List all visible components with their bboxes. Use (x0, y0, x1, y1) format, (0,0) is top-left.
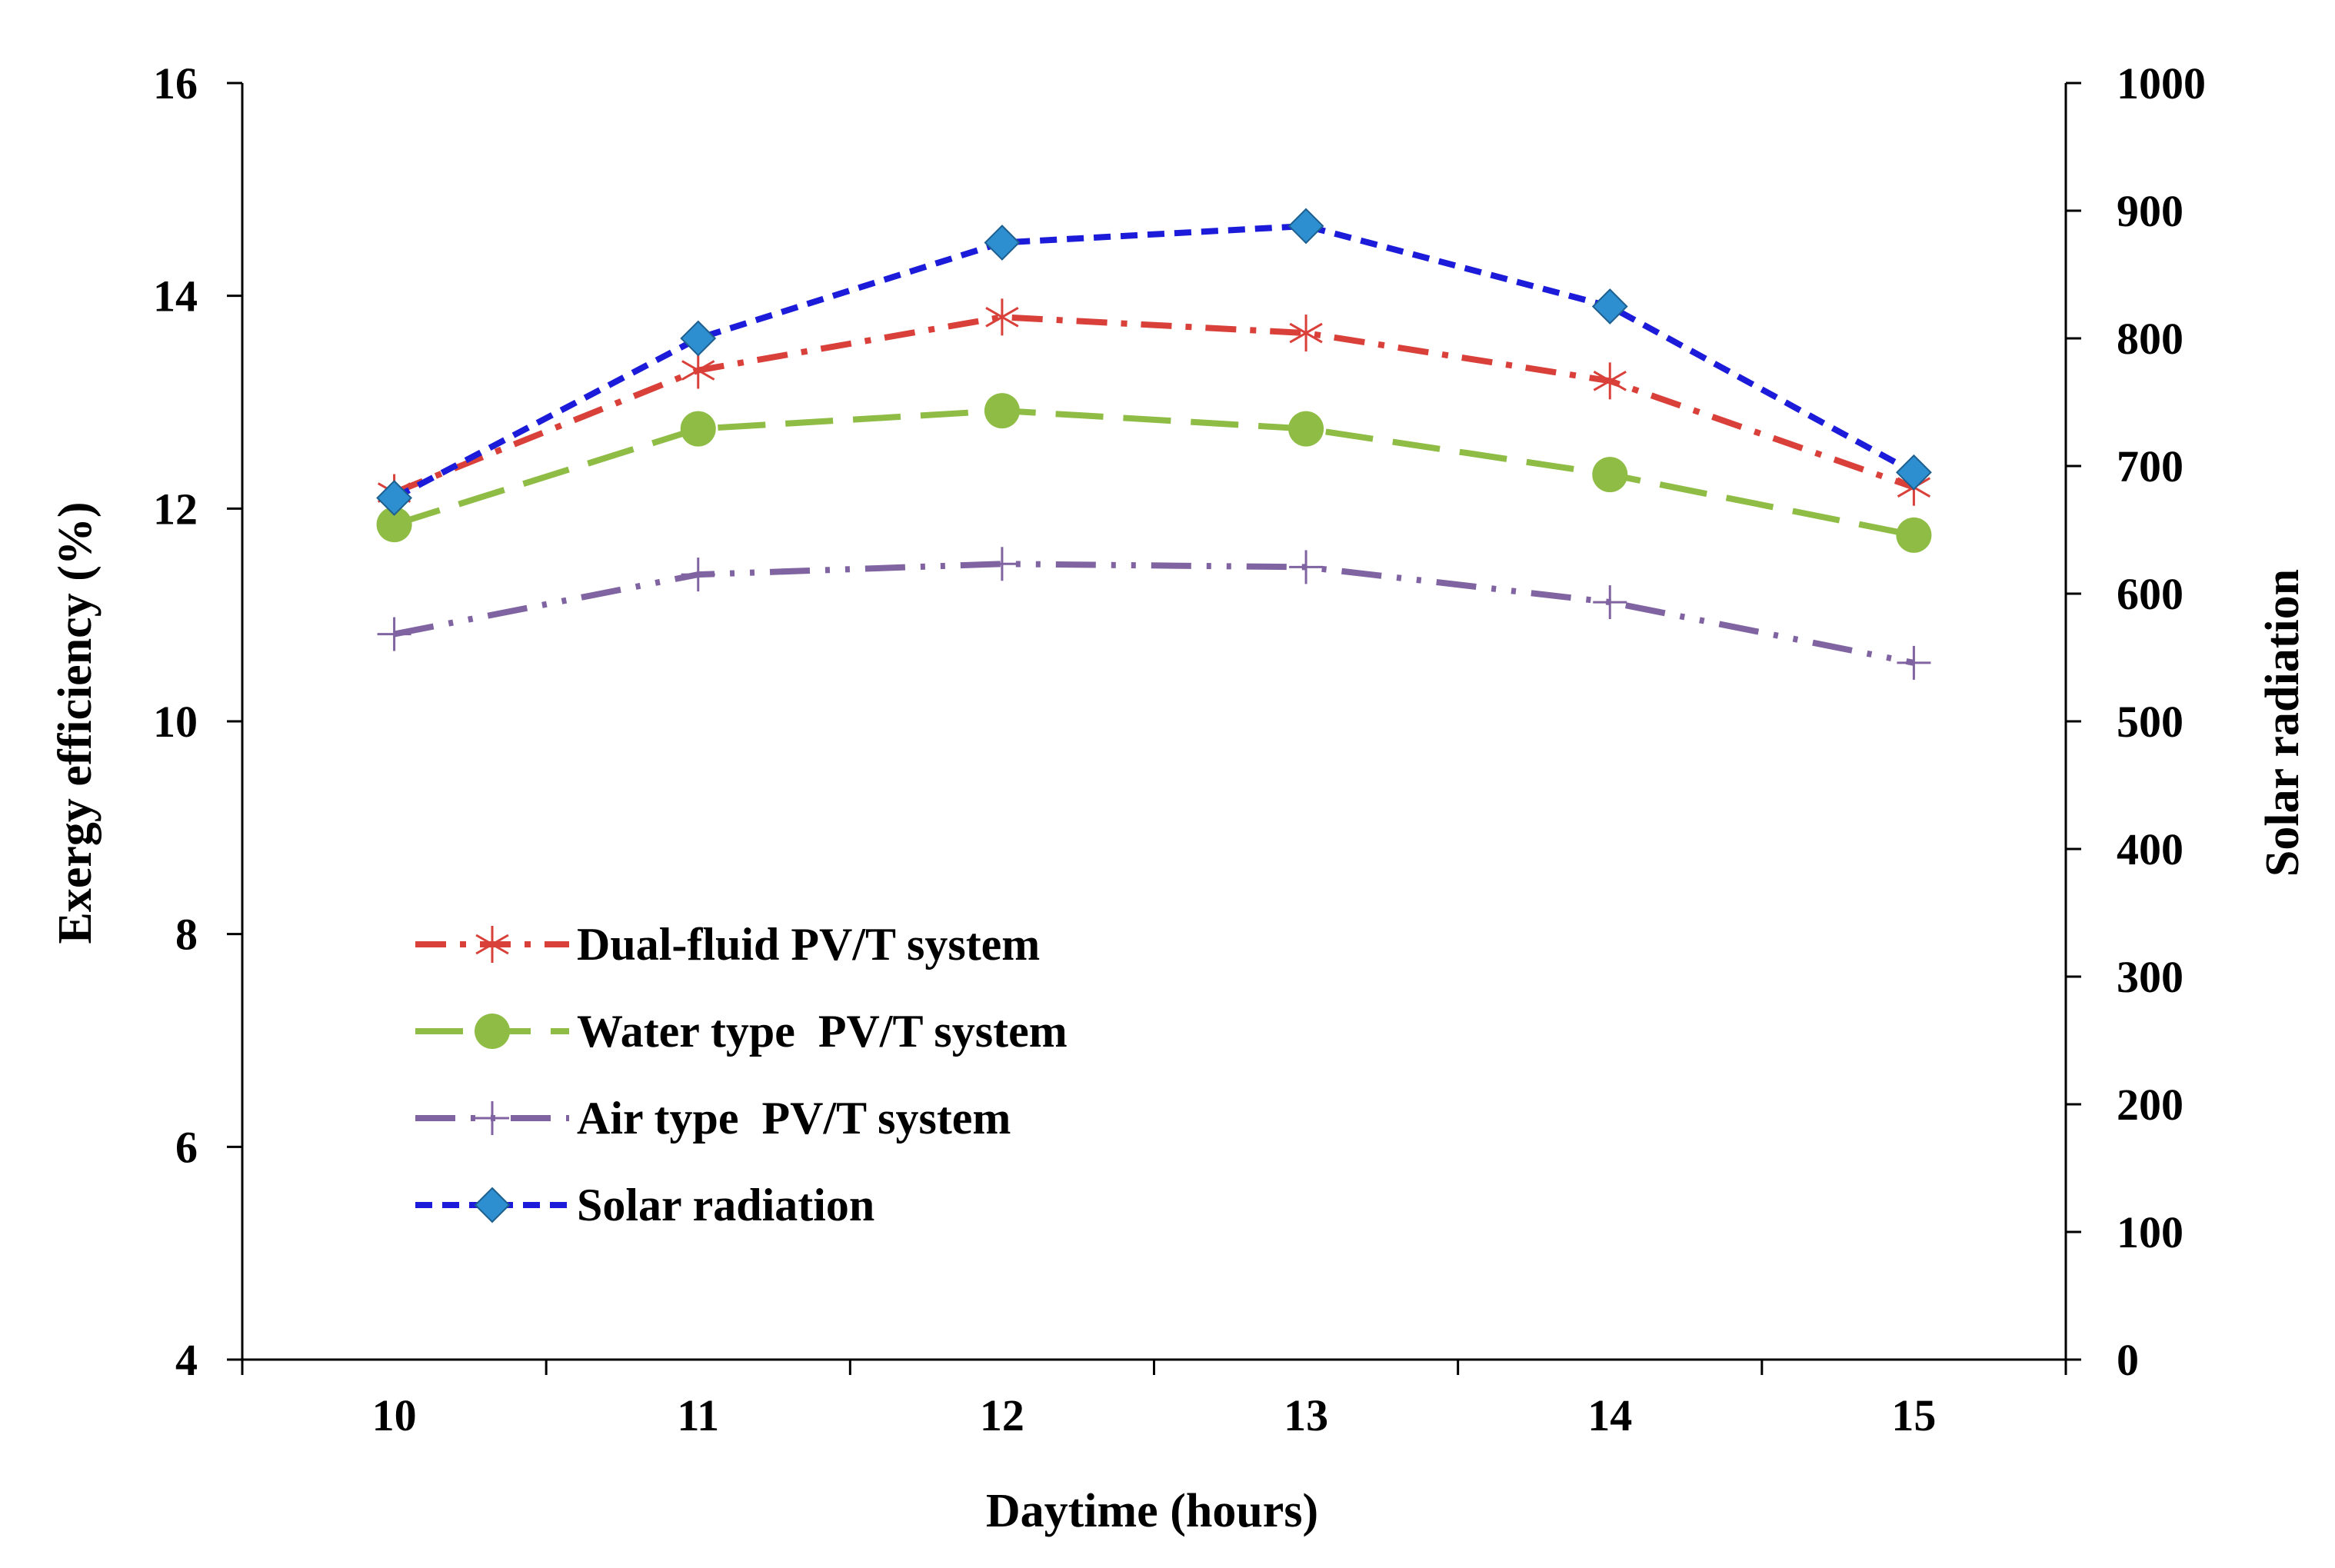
legend-marker-water (475, 1014, 510, 1049)
legend-marker-dual (475, 926, 509, 963)
y-tick-label-6: 6 (175, 1122, 198, 1172)
y-tick-label-4: 4 (175, 1335, 198, 1385)
y-tick-label-10: 10 (153, 697, 198, 747)
marker-air-13 (1289, 550, 1324, 584)
marker-air-11 (681, 558, 715, 592)
marker-dual-12 (985, 298, 1019, 336)
x-tick-label-15: 15 (1891, 1390, 1936, 1440)
x-axis-title: Daytime (hours) (986, 1485, 1318, 1537)
series-line-dual (393, 314, 1915, 496)
y-tick-label-14: 14 (153, 271, 198, 321)
x-tick-label-13: 13 (1284, 1390, 1328, 1440)
marker-solar-12 (984, 225, 1021, 261)
marker-water-12 (984, 393, 1020, 429)
y2-tick-label-200: 200 (2117, 1080, 2183, 1130)
y-tick-label-16: 16 (153, 58, 198, 108)
marker-air-10 (377, 617, 411, 651)
legend-label-dual: Dual-fluid PV/T system (577, 919, 1040, 970)
legend-marker-solar (474, 1187, 511, 1223)
y-tick-label-12: 12 (153, 484, 198, 534)
y2-tick-label-900: 900 (2117, 186, 2183, 236)
x-tick-label-10: 10 (372, 1390, 417, 1440)
series-group (376, 208, 1932, 680)
legend-marker-air (475, 1101, 509, 1135)
marker-air-12 (984, 547, 1019, 581)
marker-dual-13 (1289, 315, 1323, 352)
marker-water-14 (1592, 457, 1628, 493)
y2-tick-label-700: 700 (2117, 441, 2183, 491)
marker-solar-13 (1287, 208, 1324, 245)
y2-tick-label-100: 100 (2117, 1207, 2183, 1257)
marker-water-13 (1288, 411, 1324, 447)
marker-solar-11 (680, 320, 717, 357)
x-tick-label-12: 12 (980, 1390, 1024, 1440)
legend: Dual-fluid PV/T system Water type PV/T sy… (415, 919, 1068, 1230)
legend-label-air: Air type PV/T system (577, 1093, 1011, 1144)
y2-tick-label-0: 0 (2117, 1335, 2139, 1385)
y2-tick-label-600: 600 (2117, 569, 2183, 619)
legend-label-solar: Solar radiation (577, 1180, 874, 1230)
y-tick-label-8: 8 (175, 910, 198, 960)
series-line-solar (392, 222, 1916, 501)
marker-dual-14 (1593, 362, 1627, 400)
series-line-water (393, 408, 1915, 538)
x-tick-label-11: 11 (677, 1390, 719, 1440)
marker-water-15 (1896, 517, 1932, 553)
y2-tick-label-1000: 1000 (2117, 58, 2206, 108)
y2-tick-label-500: 500 (2117, 697, 2183, 747)
marker-solar-15 (1896, 454, 1932, 491)
y2-tick-label-300: 300 (2117, 952, 2183, 1002)
legend-label-water: Water type PV/T system (577, 1006, 1068, 1057)
axes-group: 4 6 8 10 12 14 16 0 100 200 300 400 500 600 700 800 900 1… (153, 58, 2206, 1440)
series-line-air (393, 561, 1915, 666)
marker-water-11 (680, 411, 716, 447)
marker-air-14 (1593, 585, 1627, 620)
marker-solar-14 (1591, 288, 1628, 325)
marker-water-10 (376, 507, 412, 543)
marker-solar-10 (376, 480, 412, 516)
y2-tick-label-400: 400 (2117, 824, 2183, 874)
y2-axis-title: Solar radiation (2257, 569, 2309, 877)
marker-air-15 (1897, 645, 1931, 680)
x-tick-label-14: 14 (1587, 1390, 1632, 1440)
y-axis-title: Exergy efficiency (%) (49, 502, 102, 944)
marker-dual-11 (681, 351, 715, 389)
y2-tick-label-800: 800 (2117, 314, 2183, 364)
